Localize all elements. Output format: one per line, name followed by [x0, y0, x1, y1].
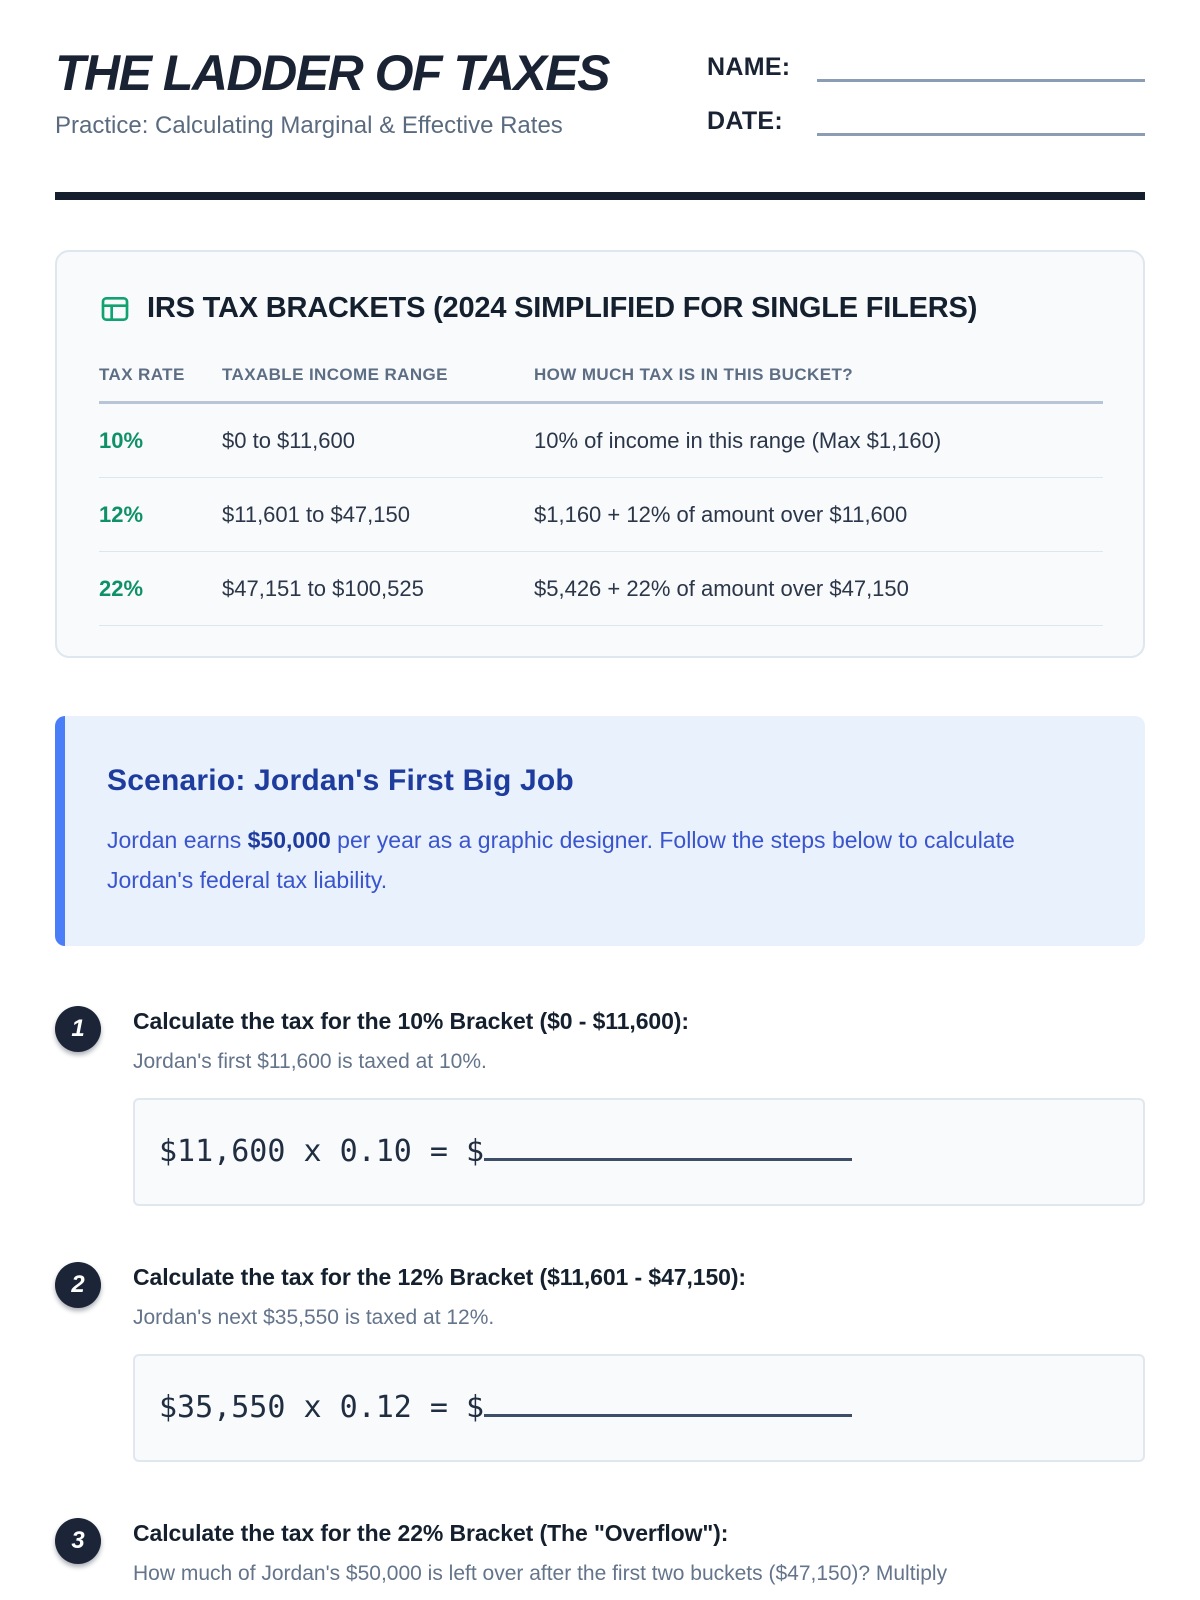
- range-cell: $11,601 to $47,150: [222, 501, 410, 527]
- name-line[interactable]: [817, 52, 1145, 82]
- header-divider: [55, 192, 1145, 200]
- step-3-title: Calculate the tax for the 22% Bracket (T…: [133, 1520, 729, 1546]
- formula-cell: $1,160 + 12% of amount over $11,600: [534, 501, 908, 527]
- step-1-number-badge: 1: [55, 1006, 101, 1052]
- name-field-row: NAME:: [707, 52, 1145, 82]
- column-header-rate: TAX RATE: [99, 365, 185, 384]
- date-field-row: DATE:: [707, 106, 1145, 136]
- range-cell: $47,151 to $100,525: [222, 575, 424, 601]
- bracket-card-header: IRS TAX BRACKETS (2024 SIMPLIFIED FOR SI…: [99, 292, 1103, 325]
- scenario-salary-value: $50,000: [247, 827, 331, 853]
- page-title: THE LADDER OF TAXES: [55, 45, 610, 101]
- range-cell: $0 to $11,600: [222, 427, 355, 453]
- table-row: 22% $47,151 to $100,525 $5,426 + 22% of …: [99, 552, 1103, 626]
- step-1-answer-blank[interactable]: [484, 1158, 853, 1161]
- step-1-equation: $11,600 x 0.10 = $: [159, 1134, 485, 1169]
- rate-cell: 10%: [99, 427, 144, 453]
- step-3-number-badge: 3: [55, 1518, 101, 1564]
- step-1-title: Calculate the tax for the 10% Bracket ($…: [133, 1008, 689, 1034]
- scenario-title: Scenario: Jordan's First Big Job: [107, 764, 574, 797]
- date-label: DATE:: [707, 107, 784, 135]
- page-subtitle: Practice: Calculating Marginal & Effecti…: [55, 112, 563, 139]
- column-header-range: TAXABLE INCOME RANGE: [222, 365, 448, 384]
- formula-cell: $5,426 + 22% of amount over $47,150: [534, 575, 909, 601]
- step-2-number-badge: 2: [55, 1262, 101, 1308]
- name-label: NAME:: [707, 53, 791, 81]
- step-1-description: Jordan's first $11,600 is taxed at 10%.: [133, 1050, 487, 1073]
- name-date-fields: NAME: DATE:: [707, 46, 1145, 160]
- formula-cell: 10% of income in this range (Max $1,160): [534, 427, 942, 453]
- header-title-block: THE LADDER OF TAXES Practice: Calculatin…: [55, 45, 610, 160]
- scenario-body-suffix: per year as a graphic designer. Follow t…: [107, 827, 1015, 893]
- bracket-table: TAX RATE TAXABLE INCOME RANGE HOW MUCH T…: [99, 365, 1103, 626]
- scenario-callout: Scenario: Jordan's First Big Job Jordan …: [55, 716, 1145, 946]
- step-1-answer-box: $11,600 x 0.10 = $: [133, 1098, 1145, 1206]
- rate-cell: 12%: [99, 501, 144, 527]
- scenario-body: Jordan earns $50,000 per year as a graph…: [107, 820, 1095, 900]
- step-2: 2 Calculate the tax for the 12% Bracket …: [55, 1262, 1145, 1462]
- bracket-card-title: IRS TAX BRACKETS (2024 SIMPLIFIED FOR SI…: [147, 292, 978, 324]
- scenario-body-prefix: Jordan earns: [107, 827, 248, 853]
- step-1: 1 Calculate the tax for the 10% Bracket …: [55, 1006, 1145, 1206]
- bracket-table-header: TAX RATE TAXABLE INCOME RANGE HOW MUCH T…: [99, 365, 1103, 404]
- bracket-card: IRS TAX BRACKETS (2024 SIMPLIFIED FOR SI…: [55, 250, 1145, 658]
- table-row: 12% $11,601 to $47,150 $1,160 + 12% of a…: [99, 478, 1103, 552]
- date-line[interactable]: [817, 106, 1145, 136]
- step-2-description: Jordan's next $35,550 is taxed at 12%.: [133, 1306, 495, 1329]
- step-2-equation: $35,550 x 0.12 = $: [159, 1390, 485, 1425]
- table-row: 10% $0 to $11,600 10% of income in this …: [99, 404, 1103, 478]
- header: THE LADDER OF TAXES Practice: Calculatin…: [55, 46, 1145, 160]
- table-icon: [99, 293, 131, 325]
- column-header-bucket: HOW MUCH TAX IS IN THIS BUCKET?: [534, 365, 854, 384]
- step-2-title: Calculate the tax for the 12% Bracket ($…: [133, 1264, 746, 1290]
- step-2-answer-box: $35,550 x 0.12 = $: [133, 1354, 1145, 1462]
- step-3: 3 Calculate the tax for the 22% Bracket …: [55, 1518, 1145, 1588]
- step-3-description: How much of Jordan's $50,000 is left ove…: [133, 1562, 948, 1585]
- step-2-answer-blank[interactable]: [484, 1414, 853, 1417]
- rate-cell: 22%: [99, 575, 144, 601]
